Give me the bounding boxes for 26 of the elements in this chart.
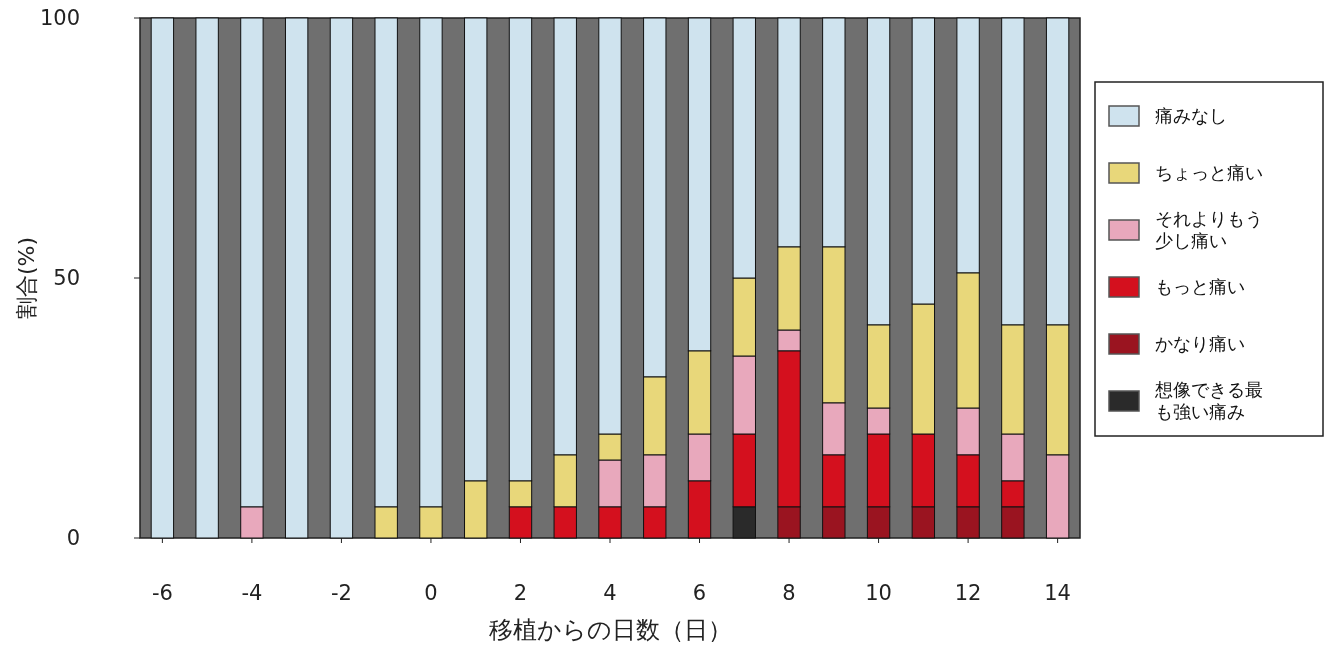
- x-tick-label: -4: [241, 581, 263, 605]
- bar: [329, 17, 354, 539]
- y-tick-label: 100: [39, 6, 80, 30]
- legend-label: 想像できる最も強い痛み: [1155, 378, 1264, 424]
- bar: [195, 17, 219, 539]
- legend-label: 痛みなし: [1155, 104, 1228, 128]
- legend-label: ちょっと痛い: [1155, 161, 1264, 185]
- legend-label: それよりもう少し痛い: [1155, 207, 1264, 253]
- legend-label: かなり痛い: [1155, 332, 1246, 356]
- x-tick-label: 4: [603, 581, 617, 605]
- y-tick-label: 50: [53, 266, 80, 290]
- x-tick-label: 2: [513, 581, 528, 605]
- y-axis-title: 割合(%): [14, 236, 39, 320]
- x-tick-label: 12: [954, 581, 982, 605]
- x-tick-label: 10: [865, 581, 892, 605]
- x-tick-label: 14: [1044, 581, 1071, 605]
- x-tick-label: 6: [692, 581, 707, 605]
- y-tick-label: 0: [66, 526, 80, 550]
- x-tick-label: -2: [330, 581, 352, 605]
- x-axis-title: 移植からの日数（日）: [488, 616, 732, 644]
- bar: [284, 17, 309, 539]
- legend-label: もっと痛い: [1155, 275, 1246, 299]
- x-tick-label: 8: [782, 581, 796, 605]
- bar: [150, 17, 175, 539]
- x-tick-label: -6: [151, 581, 173, 605]
- x-tick-label: 0: [424, 581, 438, 605]
